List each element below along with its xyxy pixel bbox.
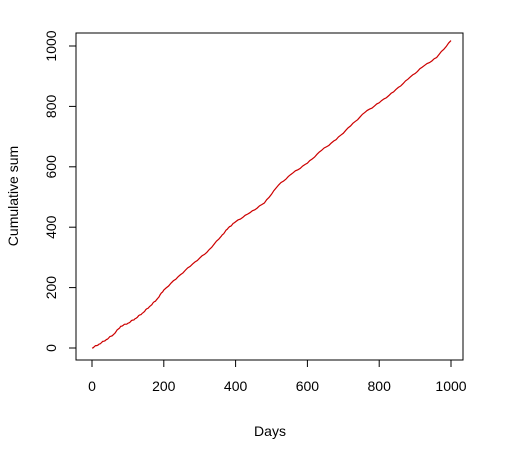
series-line (91, 40, 452, 349)
x-tick-label: 200 (152, 378, 176, 394)
x-tick-label: 400 (224, 378, 248, 394)
y-axis: 0 200 400 600 800 1000 (43, 30, 77, 352)
x-axis: 0 200 400 600 800 1000 (88, 359, 467, 394)
y-tick-label: 800 (43, 95, 59, 119)
x-tick-label: 0 (88, 378, 96, 394)
x-tick-label: 1000 (435, 378, 466, 394)
y-tick-label: 400 (43, 215, 59, 239)
y-tick-label: 0 (43, 344, 59, 352)
y-tick-label: 600 (43, 155, 59, 179)
y-axis-label: Cumulative sum (5, 146, 21, 246)
x-axis-label: Days (254, 423, 286, 439)
x-tick-label: 600 (296, 378, 320, 394)
y-tick-label: 200 (43, 276, 59, 300)
y-tick-label: 1000 (43, 30, 59, 61)
x-tick-label: 800 (368, 378, 392, 394)
